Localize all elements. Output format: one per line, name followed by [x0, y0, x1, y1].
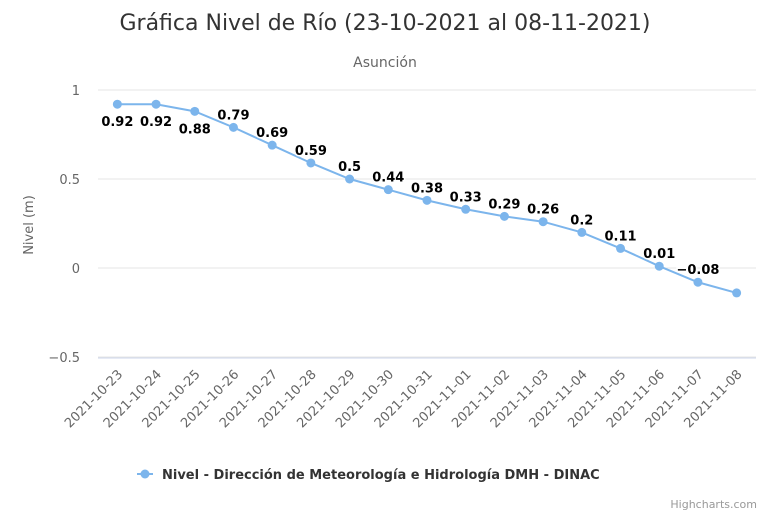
y-tick-label: 0 [72, 262, 80, 277]
data-point [422, 195, 432, 205]
data-label: 0.26 [527, 203, 559, 218]
data-point [577, 227, 587, 237]
data-point [112, 99, 122, 109]
data-label: 0.79 [217, 108, 249, 123]
data-label: 0.01 [643, 247, 675, 262]
data-point [151, 99, 161, 109]
data-point [461, 204, 471, 214]
data-label: 0.44 [372, 171, 404, 186]
data-point [538, 217, 548, 227]
data-label: 0.88 [179, 122, 211, 137]
data-point [190, 106, 200, 116]
legend-item[interactable]: Nivel - Dirección de Meteorología e Hidr… [137, 468, 600, 483]
data-point [228, 122, 238, 132]
data-label: 0.33 [450, 190, 482, 205]
data-point [267, 140, 277, 150]
data-label: 0.11 [604, 229, 636, 244]
chart-title: Gráfica Nivel de Río (23-10-2021 al 08-1… [119, 11, 650, 36]
data-point [345, 174, 355, 184]
y-tick-label: 0.5 [59, 173, 80, 188]
data-label: −0.08 [676, 263, 719, 278]
data-label: 0.92 [101, 115, 133, 130]
credits-link[interactable]: Highcharts.com [670, 498, 757, 511]
data-label: 0.92 [140, 115, 172, 130]
data-point [499, 211, 509, 221]
data-point [383, 185, 393, 195]
data-label: 0.29 [488, 197, 520, 212]
data-label: 0.38 [411, 181, 443, 196]
data-point [616, 243, 626, 253]
data-point [732, 288, 742, 298]
y-tick-label: −0.5 [48, 351, 80, 366]
y-axis-title: Nivel (m) [22, 195, 37, 255]
chart-subtitle: Asunción [353, 55, 417, 71]
data-point [693, 277, 703, 287]
data-point [654, 261, 664, 271]
data-label: 0.59 [295, 144, 327, 159]
data-label: 0.69 [256, 126, 288, 141]
data-label: 0.2 [570, 213, 593, 228]
data-point [306, 158, 316, 168]
y-tick-label: 1 [72, 84, 80, 99]
legend-marker-icon [140, 469, 150, 479]
legend-label: Nivel - Dirección de Meteorología e Hidr… [162, 468, 600, 483]
data-label: 0.5 [338, 160, 361, 175]
